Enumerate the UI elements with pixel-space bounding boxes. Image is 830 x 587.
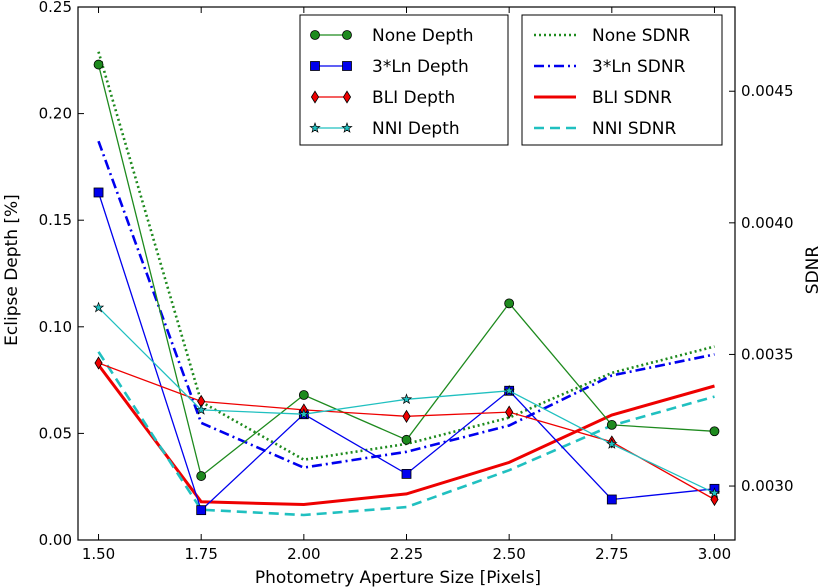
data-point-3ln-depth: [93, 187, 104, 198]
series-layer: [92, 51, 721, 517]
legend-label-nni-depth: NNI Depth: [372, 119, 460, 139]
x-axis-label: Photometry Aperture Size [Pixels]: [255, 568, 541, 587]
x-tick-label: 3.00: [698, 545, 731, 563]
legend-label-none-sdnr: None SDNR: [592, 26, 690, 46]
data-point-none-depth: [709, 426, 720, 437]
data-point-none-depth: [504, 298, 515, 309]
series-line-3ln-depth: [97, 192, 715, 512]
legend-marker-bli-depth: [310, 90, 320, 104]
legend-marker-nni-depth: [341, 122, 353, 133]
legend-label-none-depth: None Depth: [372, 26, 474, 46]
series-line-3ln-sdnr: [97, 140, 715, 469]
x-tick-label: 2.75: [595, 545, 628, 563]
legend-label-bli-depth: BLI Depth: [372, 88, 455, 108]
legend-marker-3ln-depth: [342, 61, 352, 71]
legend-label-bli-sdnr: BLI SDNR: [592, 88, 672, 108]
data-point-none-depth: [401, 434, 412, 445]
legend-label-3ln-sdnr: 3*Ln SDNR: [592, 57, 686, 77]
data-point-nni-depth: [298, 408, 310, 420]
x-tick-label: 2.50: [492, 545, 525, 563]
x-tick-label: 1.50: [82, 545, 115, 563]
series-line-bli-sdnr: [97, 364, 715, 507]
data-point-none-depth: [606, 419, 617, 430]
y-tick-label: 0.10: [39, 318, 72, 336]
y-tick-label: 0.25: [39, 0, 72, 16]
data-point-bli-depth: [402, 409, 411, 423]
y2-tick-label: 0.0040: [741, 214, 794, 232]
legend-marker-3ln-depth: [310, 61, 320, 71]
data-point-3ln-depth: [401, 469, 412, 479]
data-point-nni-depth: [400, 393, 413, 405]
y2-tick-label: 0.0030: [741, 477, 794, 495]
y2-axis-label: SDNR: [803, 246, 823, 295]
legend-marker-nni-depth: [309, 122, 321, 133]
legend-marker-none-depth: [342, 30, 352, 40]
data-point-bli-depth: [94, 356, 103, 370]
data-point-none-depth: [196, 471, 207, 481]
data-point-nni-depth: [606, 438, 618, 449]
data-point-nni-depth: [195, 403, 207, 415]
legend-box-depth: [299, 14, 509, 146]
axes-layer: 1.50 1.75 2.00 2.25 2.50 2.75 3.00 0.00 0.05 0.10…: [39, 0, 794, 563]
data-point-none-depth: [298, 390, 309, 400]
x-tick-label: 2.25: [390, 545, 423, 563]
data-point-nni-depth: [92, 301, 105, 313]
y2-tick-label: 0.0045: [741, 82, 794, 100]
y-tick-label: 0.05: [39, 424, 72, 442]
y-tick-label: 0.20: [39, 105, 72, 123]
y-tick-label: 0.15: [39, 211, 72, 229]
x-tick-label: 2.00: [287, 545, 320, 563]
legend-label-nni-sdnr: NNI SDNR: [592, 119, 676, 139]
data-point-nni-depth: [503, 384, 515, 396]
data-point-bli-depth: [505, 405, 514, 419]
legend-marker-bli-depth: [342, 90, 352, 104]
legend-marker-none-depth: [310, 30, 320, 40]
y2-tick-label: 0.0035: [741, 345, 794, 363]
y-tick-label: 0.00: [39, 531, 72, 549]
y-axis-label: Eclipse Depth [%]: [2, 194, 22, 346]
legend-box-sdnr: [521, 14, 723, 146]
data-point-nni-depth: [708, 487, 721, 498]
data-point-none-depth: [93, 59, 104, 70]
legend-label-3ln-depth: 3*Ln Depth: [372, 57, 469, 77]
data-point-3ln-depth: [196, 505, 207, 516]
data-point-3ln-depth: [606, 494, 617, 505]
legend-layer: None Depth 3*Ln Depth BLI Depth NNI Depth No…: [299, 14, 723, 146]
x-tick-label: 1.75: [184, 545, 217, 563]
